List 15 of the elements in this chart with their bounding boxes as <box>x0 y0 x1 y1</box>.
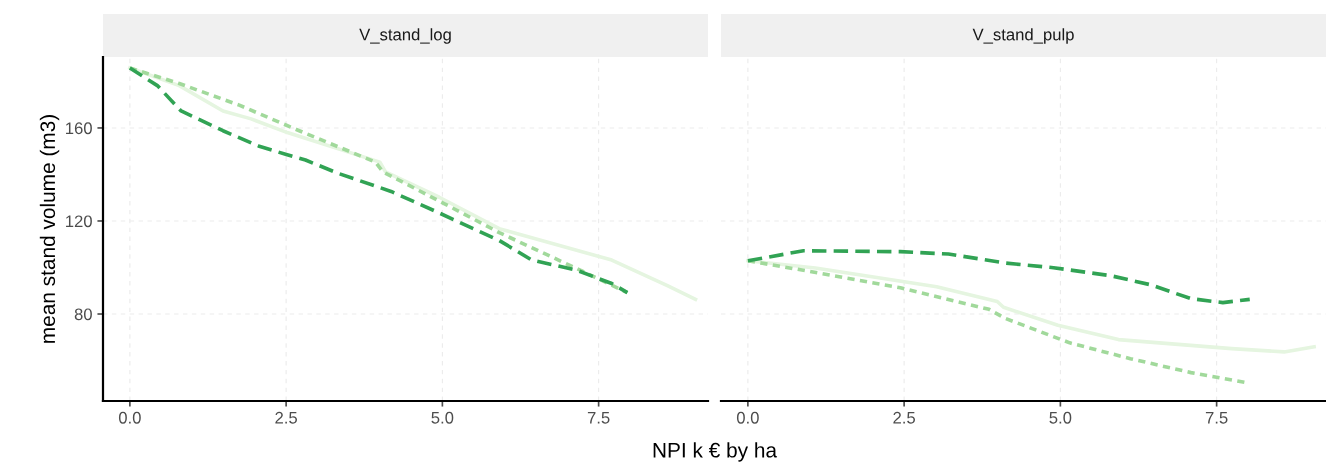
x-tick-label: 2.5 <box>893 411 916 424</box>
x-tick-label: 7.5 <box>587 412 610 424</box>
y-tick-label: 80 <box>74 308 92 321</box>
x-tick-label: 0.0 <box>118 411 141 424</box>
y-tick-label: 160 <box>66 122 92 135</box>
x-tick-label: 0.0 <box>736 411 759 424</box>
chart-title: V_stand_pulp <box>972 28 1074 44</box>
chart-title: V_stand_log <box>359 28 451 44</box>
y-axis-title: mean stand volume (m3) <box>39 115 60 343</box>
y-tick-label: 120 <box>66 215 92 228</box>
x-tick-label: 5.0 <box>431 411 454 424</box>
x-tick-label: 5.0 <box>1049 411 1072 424</box>
x-axis-title: NPI k € by ha <box>653 442 778 462</box>
x-tick-label: 2.5 <box>275 411 298 424</box>
x-tick-label: 7.5 <box>1205 412 1228 424</box>
